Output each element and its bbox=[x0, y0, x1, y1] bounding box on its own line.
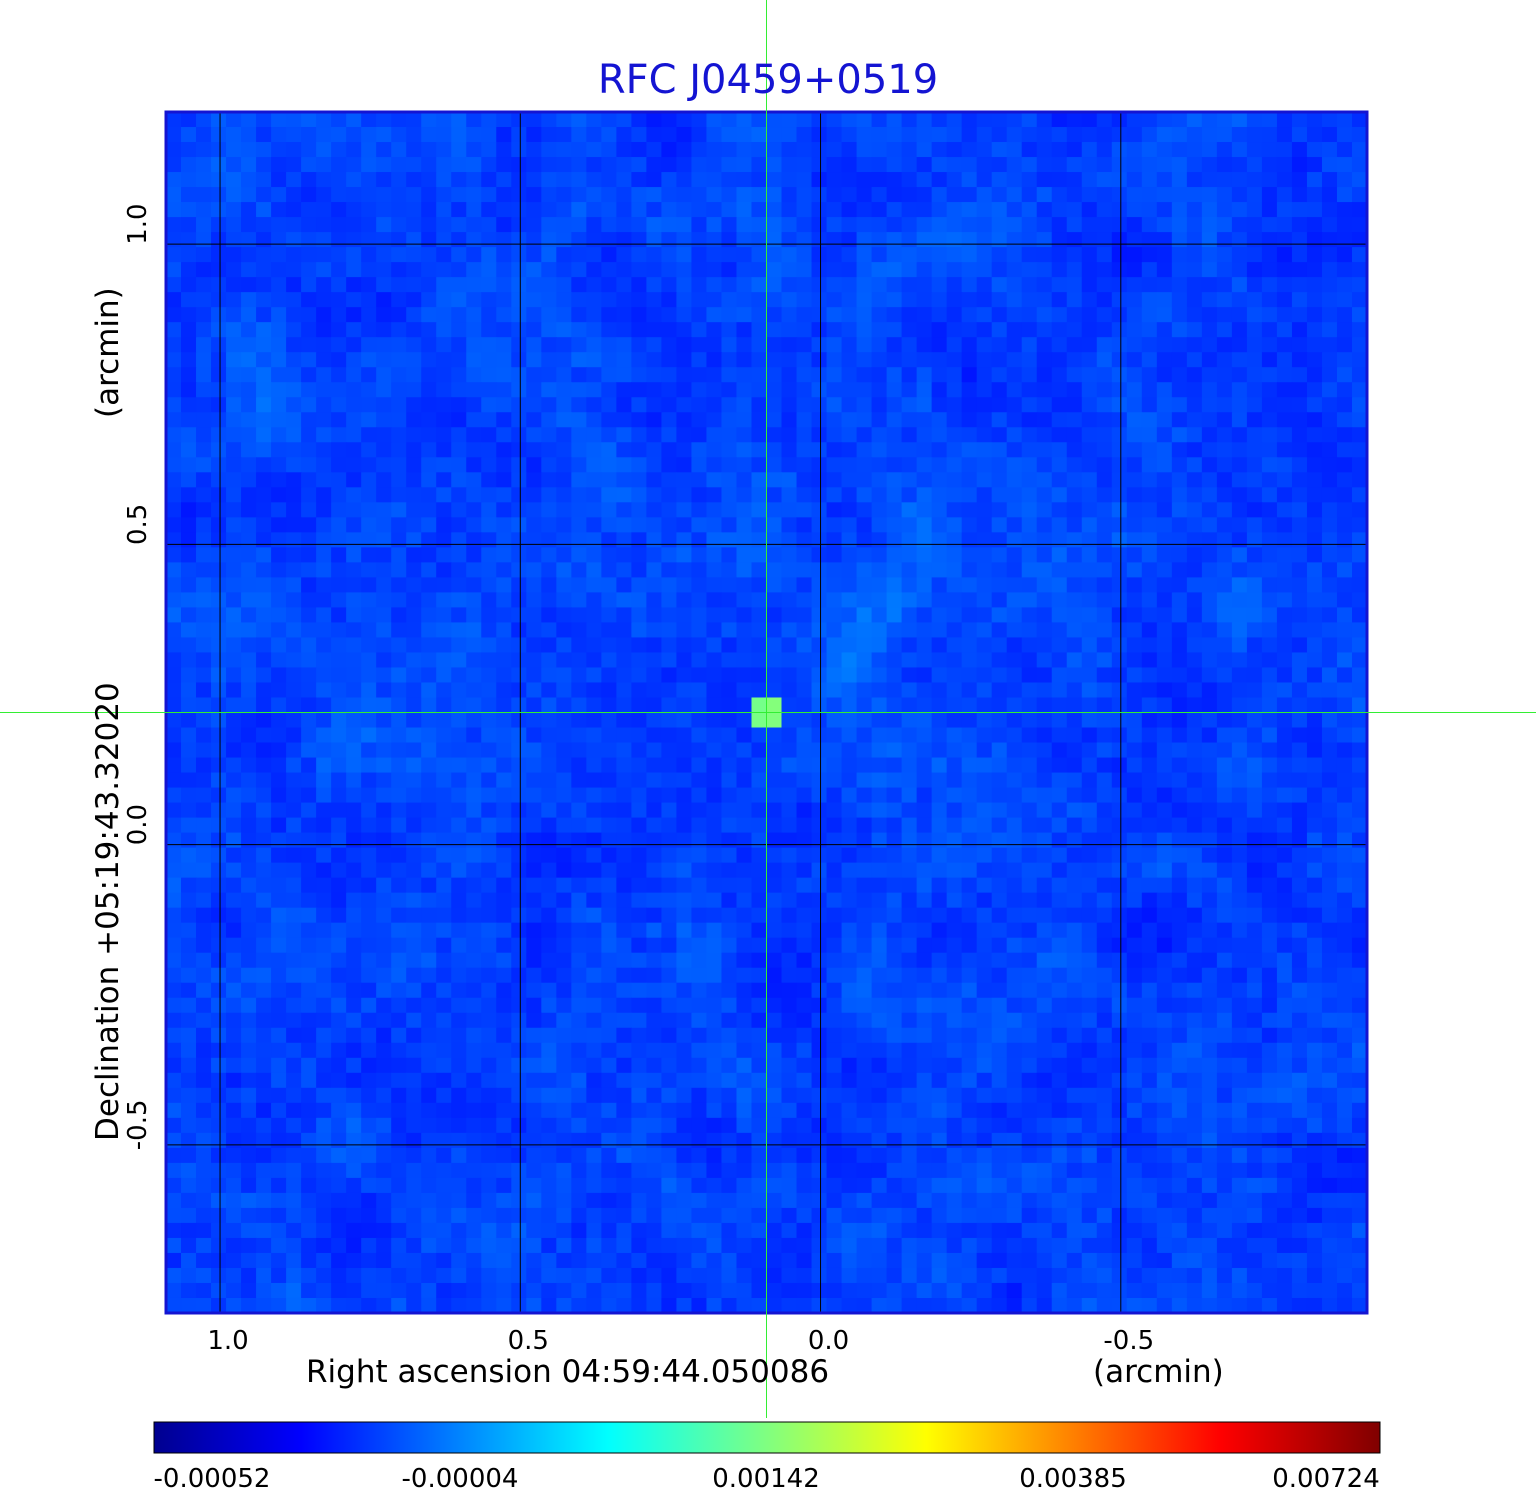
colorbar-tick-label: -0.00052 bbox=[154, 1464, 271, 1494]
x-axis-label: Right ascension 04:59:44.050086 bbox=[306, 1354, 829, 1390]
y-tick-label: 1.0 bbox=[123, 203, 153, 244]
colorbar-tick-labels: -0.00052 -0.00004 0.00142 0.00385 0.00724 bbox=[154, 1464, 1380, 1494]
crosshair bbox=[0, 0, 1536, 1418]
colorbar-tick-label: 0.00724 bbox=[1272, 1464, 1380, 1494]
x-tick-labels: 1.0 0.5 0.0 -0.5 bbox=[207, 1326, 1154, 1356]
colorbar-tick-label: 0.00142 bbox=[712, 1464, 820, 1494]
y-tick-label: -0.5 bbox=[123, 1099, 153, 1150]
colorbar-tick-label: 0.00385 bbox=[1019, 1464, 1127, 1494]
y-axis-unit: (arcmin) bbox=[90, 287, 126, 418]
grid-lines bbox=[166, 112, 1367, 1313]
x-tick-label: 0.0 bbox=[808, 1326, 849, 1356]
y-tick-label: 0.0 bbox=[123, 804, 153, 845]
y-tick-labels: 1.0 0.5 0.0 -0.5 bbox=[123, 203, 153, 1150]
x-tick-label: 1.0 bbox=[207, 1326, 248, 1356]
chart-title: RFC J0459+0519 bbox=[598, 57, 938, 103]
x-tick-label: 0.5 bbox=[508, 1326, 549, 1356]
x-tick-label: -0.5 bbox=[1103, 1326, 1154, 1356]
y-axis-label: Declination +05:19:43.32020 bbox=[90, 682, 126, 1141]
colorbar bbox=[153, 1421, 1381, 1454]
y-tick-label: 0.5 bbox=[123, 504, 153, 545]
x-axis-unit: (arcmin) bbox=[1093, 1354, 1224, 1390]
colorbar-tick-label: -0.00004 bbox=[402, 1464, 519, 1494]
